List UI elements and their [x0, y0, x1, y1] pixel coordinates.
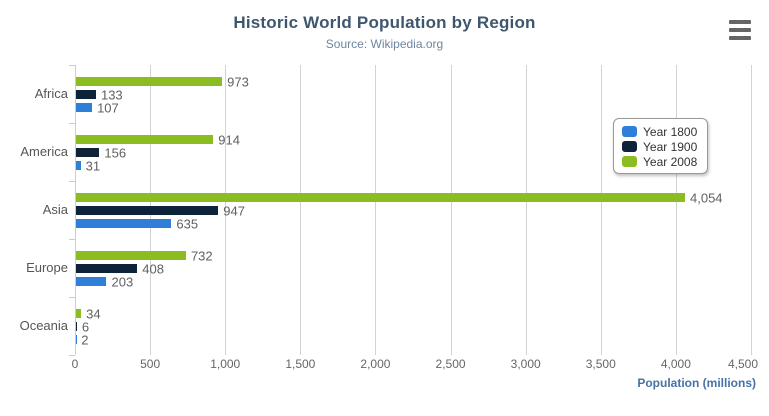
data-label: 156	[104, 145, 127, 160]
category-axis-tick	[69, 123, 75, 124]
legend-label: Year 1900	[643, 139, 698, 154]
x-axis-tick-label: 3,000	[510, 357, 541, 371]
gridline	[525, 65, 527, 355]
x-axis-tick-label: 2,500	[435, 357, 466, 371]
category-axis-tick	[69, 355, 75, 356]
data-label: 6	[81, 319, 90, 334]
data-label: 4,054	[690, 190, 723, 205]
bar-year-2008[interactable]	[76, 135, 214, 144]
x-axis-tick-label: 3,500	[585, 357, 616, 371]
category-label: America	[20, 144, 68, 159]
category-label: Europe	[26, 260, 68, 275]
data-label: 2	[81, 332, 89, 347]
legend-symbol	[622, 126, 637, 137]
data-label: 34	[86, 306, 101, 321]
category-axis-line	[75, 65, 76, 355]
bar-year-1800[interactable]	[76, 103, 93, 112]
gridline	[675, 65, 677, 355]
bar-year-1900[interactable]	[76, 206, 219, 215]
bar-year-2008[interactable]	[76, 251, 186, 260]
category-axis-tick	[69, 65, 75, 66]
x-axis-tick-label: 1,500	[285, 357, 316, 371]
x-axis-tick-label: 0	[71, 357, 79, 371]
legend-symbol	[622, 141, 637, 152]
data-label: 732	[190, 248, 213, 263]
bar-year-2008[interactable]	[76, 77, 223, 86]
category-axis-tick	[69, 239, 75, 240]
category-label: Africa	[34, 86, 68, 101]
data-label: 203	[111, 274, 134, 289]
gridline	[300, 65, 302, 355]
bar-year-1900[interactable]	[76, 90, 96, 99]
data-label: 31	[85, 158, 101, 173]
bar-year-1900[interactable]	[76, 264, 138, 273]
legend-symbol	[622, 156, 637, 167]
gridline	[751, 65, 752, 355]
x-axis-tick-label: 1,000	[210, 357, 241, 371]
chart-subtitle: Source: Wikipedia.org	[325, 37, 444, 51]
gridline	[375, 65, 377, 355]
category-label: Asia	[42, 202, 68, 217]
data-label: 914	[218, 132, 240, 147]
category-axis-tick	[69, 297, 75, 298]
bar-year-1800[interactable]	[76, 161, 81, 170]
category-axis-tick	[69, 181, 75, 182]
legend: Year 1800 Year 1900 Year 2008	[613, 118, 709, 174]
bar-year-1800[interactable]	[76, 277, 107, 286]
x-axis-tick-label: 2,000	[360, 357, 391, 371]
bar-year-2008[interactable]	[76, 309, 82, 318]
data-label: 973	[227, 74, 249, 89]
hamburger-icon	[729, 36, 751, 40]
chart-title: Historic World Population by Region	[233, 13, 536, 32]
bar-year-1900[interactable]	[76, 148, 100, 157]
gridline	[600, 65, 602, 355]
legend-item-year-1800[interactable]: Year 1800	[622, 124, 697, 139]
legend-item-year-1900[interactable]: Year 1900	[622, 139, 697, 154]
x-axis-title: Population (millions)	[637, 376, 756, 390]
data-label: 133	[100, 87, 123, 102]
bar-year-2008[interactable]	[76, 193, 685, 202]
legend-label: Year 2008	[643, 154, 698, 169]
legend-label: Year 1800	[643, 124, 698, 139]
bar-year-1800[interactable]	[76, 219, 172, 228]
x-axis-tick-label: 4,500	[727, 357, 759, 371]
x-axis-tick-label: 500	[140, 357, 161, 371]
data-label: 107	[97, 100, 119, 115]
bar-year-1900[interactable]	[76, 322, 77, 331]
data-label: 635	[176, 216, 199, 231]
gridline	[450, 65, 452, 355]
legend-item-year-2008[interactable]: Year 2008	[622, 154, 697, 169]
category-label: Oceania	[19, 318, 68, 333]
gridline	[225, 65, 227, 355]
context-menu-button[interactable]	[726, 17, 754, 47]
hamburger-icon	[729, 20, 751, 24]
hamburger-icon	[729, 28, 751, 32]
x-axis-tick-label: 4,000	[660, 357, 691, 371]
data-label: 947	[223, 203, 245, 218]
data-label: 408	[142, 261, 164, 276]
